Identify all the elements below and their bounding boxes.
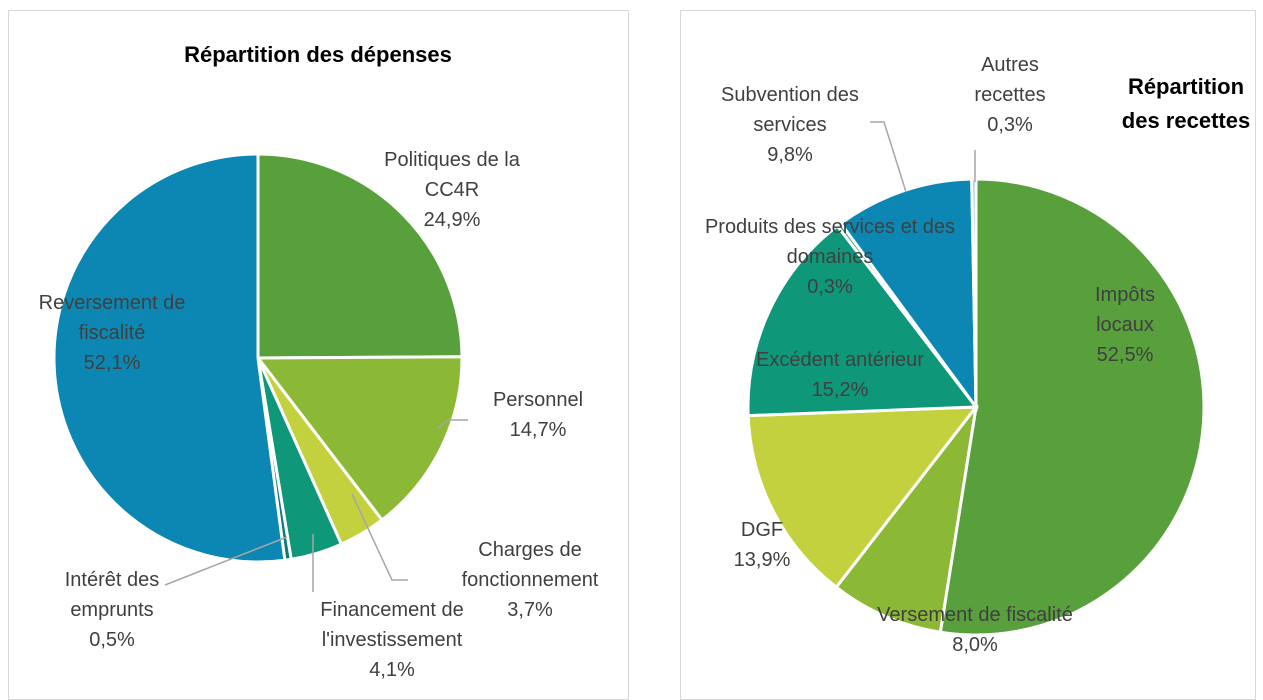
data-label: Personnel 14,7% — [473, 385, 603, 445]
chart-title: Répartition des dépenses — [184, 42, 452, 67]
data-label: DGF 13,9% — [722, 515, 802, 575]
value-label: 8,0% — [952, 634, 998, 656]
data-label: Produits des services et des domaines 0,3… — [685, 212, 975, 302]
value-label: 0,3% — [987, 114, 1033, 136]
leader-line — [437, 419, 468, 429]
category-label: Versement de fiscalité — [877, 604, 1073, 626]
value-label: 52,5% — [1096, 344, 1154, 366]
category-label: Charges de fonctionnement — [461, 539, 599, 591]
pie — [746, 177, 1206, 637]
pie-slice — [256, 152, 464, 360]
category-label: Reversement de fiscalité — [38, 292, 186, 344]
value-label: 15,2% — [811, 379, 869, 401]
data-label: Subvention des services 9,8% — [700, 80, 880, 170]
data-label: Financement de l'investissement 4,1% — [292, 595, 492, 685]
category-label: Intérêt des emprunts — [64, 569, 160, 621]
pie-slice — [746, 223, 979, 418]
category-label: Excédent antérieur — [756, 349, 924, 371]
value-label: 4,1% — [369, 659, 415, 681]
pie-slice — [938, 177, 1206, 637]
value-label: 0,5% — [89, 629, 135, 651]
pie-slice — [746, 405, 980, 590]
data-label: Charges de fonctionnement 3,7% — [445, 535, 615, 625]
category-label: Impôts locaux — [1094, 284, 1156, 336]
category-label: DGF — [740, 519, 784, 541]
category-label: Financement de l'investissement — [320, 599, 464, 651]
pie-slice — [970, 177, 978, 408]
pie-slice — [838, 177, 978, 412]
data-label: Reversement de fiscalité 52,1% — [27, 288, 197, 378]
value-label: 13,9% — [733, 549, 791, 571]
value-label: 24,9% — [423, 209, 481, 231]
leader-line — [870, 121, 907, 193]
value-label: 9,8% — [767, 144, 813, 166]
data-label: Politiques de la CC4R 24,9% — [372, 145, 532, 235]
category-label: Politiques de la CC4R — [384, 149, 520, 201]
leader-line — [164, 536, 288, 586]
pie-slice — [254, 355, 464, 523]
data-label: Excédent antérieur 15,2% — [710, 345, 970, 405]
value-label: 52,1% — [83, 352, 141, 374]
data-label: Autres recettes 0,3% — [955, 50, 1065, 140]
value-label: 0,3% — [807, 276, 853, 298]
value-label: 14,7% — [509, 419, 567, 441]
category-label: Autres recettes — [974, 54, 1046, 106]
leader-line — [351, 493, 408, 581]
value-label: 3,7% — [507, 599, 553, 621]
data-label: Versement de fiscalité 8,0% — [835, 600, 1115, 660]
pie-slice — [52, 152, 287, 564]
data-label: Intérêt des emprunts 0,5% — [42, 565, 182, 655]
pie-slice — [834, 406, 978, 634]
category-label: Personnel — [492, 389, 584, 411]
data-label: Impôts locaux 52,5% — [1075, 280, 1175, 370]
pie — [52, 152, 464, 564]
category-label: Produits des services et des domaines — [704, 216, 956, 268]
leader-lines — [164, 121, 976, 592]
chart-title: Répartition des recettes — [1121, 74, 1251, 133]
category-label: Subvention des services — [721, 84, 859, 136]
